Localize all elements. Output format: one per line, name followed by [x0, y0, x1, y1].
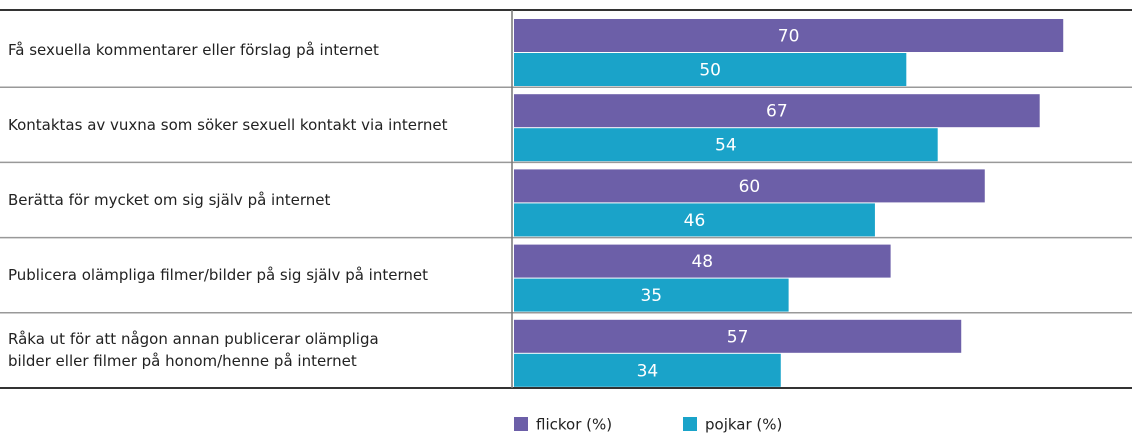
value-label: 35 [640, 286, 662, 306]
value-label: 34 [637, 361, 659, 381]
bar [514, 244, 891, 278]
bar [514, 353, 781, 387]
bar [514, 278, 789, 312]
category-label: Få sexuella kommentarer eller förslag på… [8, 40, 379, 59]
category-label: Berätta för mycket om sig själv på inter… [8, 190, 331, 209]
bar [514, 169, 985, 203]
value-label: 60 [739, 177, 761, 197]
bar [514, 94, 1040, 128]
category-label: Kontaktas av vuxna som söker sexuell kon… [8, 115, 448, 134]
category-label: Råka ut för att någon annan publicerar o… [8, 330, 379, 371]
value-label: 48 [691, 252, 713, 272]
legend-swatch [683, 417, 697, 431]
bar [514, 203, 875, 237]
value-label: 67 [766, 102, 788, 122]
category-label: Publicera olämpliga filmer/bilder på sig… [8, 266, 428, 285]
legend-label: pojkar (%) [705, 416, 782, 434]
value-label: 70 [778, 27, 800, 47]
value-label: 50 [699, 61, 721, 81]
legend-label: flickor (%) [536, 416, 612, 434]
bar [514, 319, 962, 353]
bar [514, 19, 1064, 52]
bar [514, 53, 907, 86]
legend-swatch [514, 417, 528, 431]
value-label: 54 [715, 136, 737, 156]
value-label: 46 [684, 211, 706, 231]
value-label: 57 [727, 327, 749, 347]
bar [514, 128, 938, 162]
